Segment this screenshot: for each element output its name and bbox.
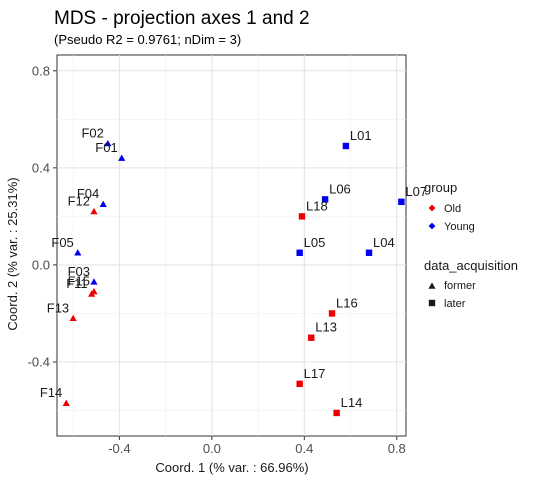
point-label-f03: F03 bbox=[68, 264, 90, 279]
legend-key-old bbox=[428, 204, 436, 212]
chart-subtitle: (Pseudo R2 = 0.9761; nDim = 3) bbox=[54, 32, 241, 47]
point-label-f13: F13 bbox=[47, 300, 69, 315]
point-l14 bbox=[333, 409, 340, 417]
point-f03 bbox=[90, 278, 98, 285]
point-label-l05: L05 bbox=[304, 235, 326, 250]
plot-border bbox=[56, 54, 407, 437]
point-f12 bbox=[90, 207, 98, 215]
point-label-l13: L13 bbox=[315, 320, 337, 335]
point-f13 bbox=[69, 314, 77, 322]
point-label-f14: F14 bbox=[40, 385, 62, 400]
point-label-l04: L04 bbox=[373, 235, 395, 250]
legend-item-old: Old bbox=[444, 203, 461, 215]
x-tick-label: 0.0 bbox=[203, 441, 221, 456]
y-tick-label: 0.0 bbox=[32, 257, 50, 272]
point-f04 bbox=[99, 200, 107, 207]
legend-key-later bbox=[428, 299, 436, 307]
point-label-f04: F04 bbox=[77, 186, 99, 201]
point-label-f11: F11 bbox=[66, 276, 87, 291]
x-tick-label: 0.8 bbox=[388, 441, 406, 456]
point-f15 bbox=[90, 288, 98, 295]
legend-acq-title: data_acquisition bbox=[424, 258, 518, 273]
y-tick-label: 0.4 bbox=[32, 160, 50, 175]
point-l18 bbox=[298, 213, 306, 220]
point-f01 bbox=[118, 154, 126, 161]
point-label-f12: F12 bbox=[68, 194, 90, 209]
axis-ticks: -0.4 0.0 0.4 0.8 -0.4 0.0 0.4 0.8 bbox=[28, 63, 406, 456]
legend-key-young bbox=[428, 222, 436, 230]
x-axis-title: Coord. 1 (% var. : 66.96%) bbox=[155, 460, 308, 475]
point-label-l06: L06 bbox=[329, 181, 351, 196]
point-label-l17: L17 bbox=[304, 366, 326, 381]
grid-lines bbox=[57, 55, 406, 436]
point-l04 bbox=[365, 249, 373, 256]
legend-group-title: group bbox=[424, 180, 457, 195]
point-f02 bbox=[104, 139, 112, 147]
point-l17 bbox=[296, 380, 303, 388]
point-f14 bbox=[62, 399, 70, 406]
x-tick-label: 0.4 bbox=[295, 441, 313, 456]
point-label-f02: F02 bbox=[81, 126, 103, 141]
legend: group Old Young data_acquisition former … bbox=[424, 180, 518, 310]
y-axis-title: Coord. 2 (% var. : 25.31%) bbox=[5, 177, 20, 330]
point-label-l18: L18 bbox=[306, 198, 328, 213]
point-l06 bbox=[321, 196, 329, 203]
y-tick-label: 0.8 bbox=[32, 63, 50, 78]
point-label-f05: F05 bbox=[51, 235, 73, 250]
point-l16 bbox=[328, 310, 336, 317]
point-label-l16: L16 bbox=[336, 295, 358, 310]
data-points bbox=[62, 139, 405, 417]
point-label-f01: F01 bbox=[95, 140, 117, 155]
point-label-l14: L14 bbox=[341, 395, 363, 410]
point-l01 bbox=[342, 142, 350, 150]
point-label-f15: F15 bbox=[68, 274, 90, 289]
point-l07 bbox=[398, 198, 405, 206]
chart-title: MDS - projection axes 1 and 2 bbox=[54, 8, 310, 29]
point-f05 bbox=[74, 249, 82, 256]
point-label-l07: L07 bbox=[405, 184, 427, 199]
legend-item-young: Young bbox=[444, 221, 475, 233]
plot-panel bbox=[56, 54, 407, 437]
x-tick-label: -0.4 bbox=[108, 441, 130, 456]
legend-item-later: later bbox=[444, 298, 466, 310]
point-l13 bbox=[308, 334, 315, 341]
y-tick-label: -0.4 bbox=[28, 354, 50, 369]
point-label-l01: L01 bbox=[350, 128, 372, 143]
legend-item-former: former bbox=[444, 280, 476, 292]
legend-key-former bbox=[428, 282, 436, 289]
point-l05 bbox=[296, 249, 303, 256]
